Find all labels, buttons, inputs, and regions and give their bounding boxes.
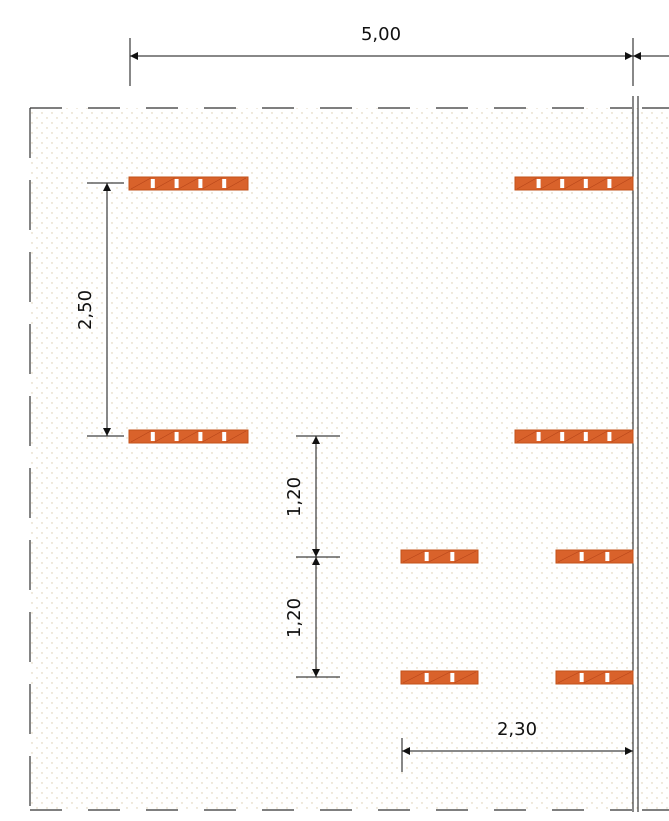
dim-mid-upper-label: 1,20	[284, 477, 305, 517]
brick-slot	[198, 432, 203, 441]
brick-slot	[579, 552, 584, 561]
brick-hatch	[609, 550, 632, 563]
ground-area-right	[640, 108, 669, 810]
brick-hatch	[583, 671, 606, 684]
brick-hatch	[454, 550, 477, 563]
dim-mid-lower-label: 1,20	[284, 598, 305, 638]
brick-hatch	[557, 671, 580, 684]
brick-block-small-1	[400, 549, 479, 564]
brick-block-small-2	[555, 549, 634, 564]
brick-hatch	[202, 177, 223, 190]
brick-hatch	[154, 430, 175, 443]
brick-hatch	[402, 671, 425, 684]
brick-block-mid-left	[128, 429, 249, 444]
brick-slot	[607, 432, 612, 441]
brick-hatch	[178, 177, 199, 190]
brick-hatch	[154, 177, 175, 190]
dim-bottom-label: 2,30	[497, 719, 537, 740]
brick-hatch	[202, 430, 223, 443]
brick-slot	[150, 179, 155, 188]
brick-slot	[605, 552, 610, 561]
dimension-top: 5,00	[129, 24, 669, 86]
brick-hatch	[428, 671, 451, 684]
brick-block-top-left	[128, 176, 249, 191]
brick-slot	[450, 673, 455, 682]
brick-hatch	[402, 550, 425, 563]
brick-hatch	[428, 550, 451, 563]
brick-slot	[150, 432, 155, 441]
brick-hatch	[583, 550, 606, 563]
brick-slot	[607, 179, 612, 188]
dimension-middle: 1,20 1,20	[284, 435, 340, 678]
brick-hatch	[564, 177, 584, 190]
block-group	[128, 176, 634, 685]
brick-slot	[424, 673, 429, 682]
dimension-left: 2,50	[75, 182, 124, 437]
brick-hatch	[609, 671, 632, 684]
brick-hatch	[226, 430, 247, 443]
brick-slot	[222, 432, 227, 441]
brick-slot	[583, 179, 588, 188]
brick-hatch	[178, 430, 199, 443]
brick-slot	[583, 432, 588, 441]
brick-hatch	[516, 177, 537, 190]
brick-hatch	[564, 430, 584, 443]
brick-hatch	[226, 177, 247, 190]
brick-block-mid-right	[514, 429, 634, 444]
brick-slot	[579, 673, 584, 682]
brick-hatch	[130, 177, 151, 190]
brick-hatch	[611, 177, 632, 190]
brick-slot	[536, 179, 541, 188]
brick-hatch	[587, 430, 608, 443]
brick-slot	[560, 432, 565, 441]
dimension-bottom: 2,30	[401, 719, 633, 772]
brick-slot	[424, 552, 429, 561]
brick-slot	[222, 179, 227, 188]
brick-block-small-3	[400, 670, 479, 685]
brick-hatch	[540, 430, 561, 443]
brick-slot	[174, 179, 179, 188]
ground-area	[30, 108, 638, 810]
brick-hatch	[454, 671, 477, 684]
brick-hatch	[587, 177, 608, 190]
dim-left-label: 2,50	[75, 290, 96, 330]
brick-hatch	[516, 430, 537, 443]
brick-block-small-4	[555, 670, 634, 685]
brick-hatch	[557, 550, 580, 563]
brick-slot	[560, 179, 565, 188]
brick-hatch	[130, 430, 151, 443]
brick-block-top-right	[514, 176, 634, 191]
dim-top-label: 5,00	[361, 24, 401, 45]
brick-slot	[198, 179, 203, 188]
brick-slot	[174, 432, 179, 441]
brick-hatch	[540, 177, 561, 190]
brick-slot	[536, 432, 541, 441]
brick-slot	[450, 552, 455, 561]
brick-hatch	[611, 430, 632, 443]
brick-slot	[605, 673, 610, 682]
